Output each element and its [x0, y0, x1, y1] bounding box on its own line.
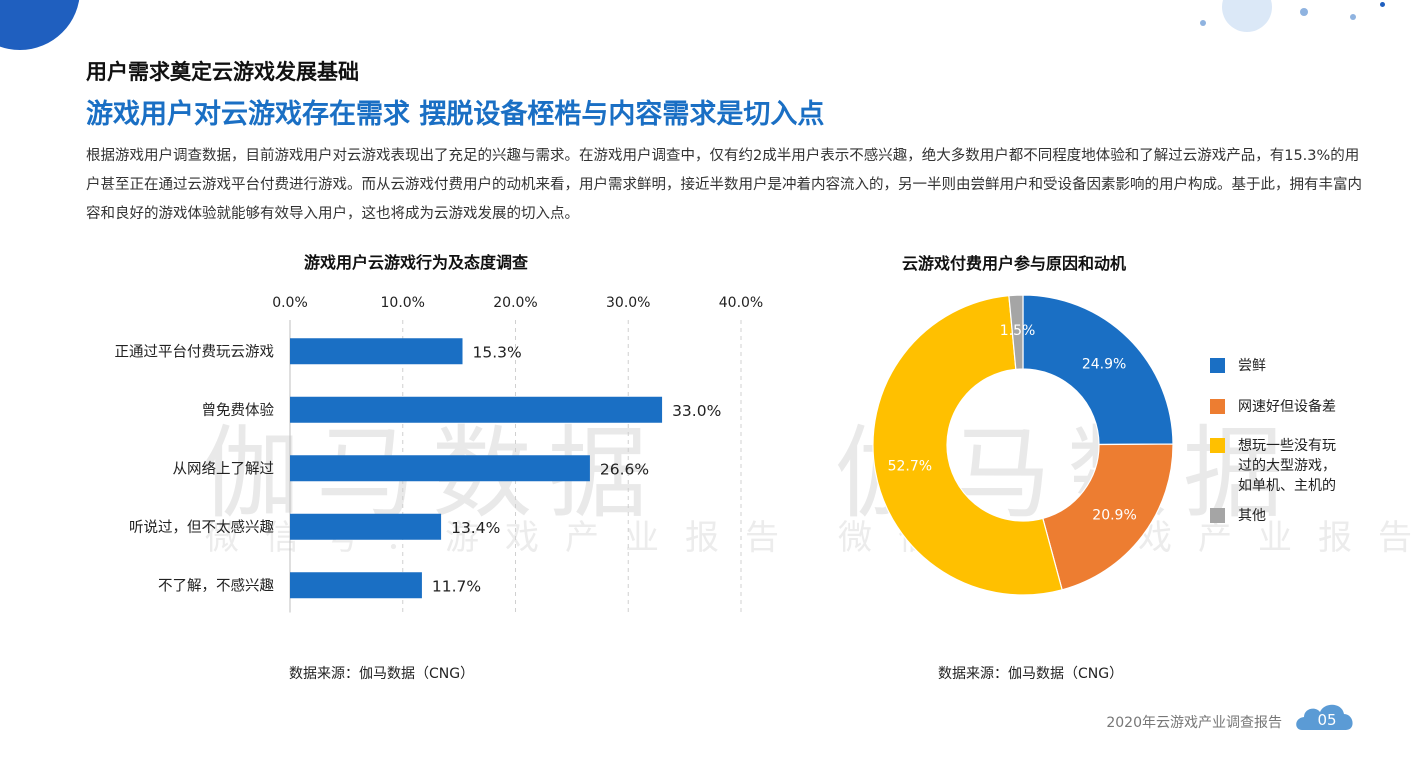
slice-value-label: 24.9%	[1082, 356, 1126, 372]
x-tick-label: 30.0%	[606, 295, 650, 311]
legend-label: 其他	[1238, 508, 1266, 524]
slice-value-label: 52.7%	[888, 458, 932, 474]
donut-slice	[1042, 443, 1174, 591]
dot-decoration	[1380, 2, 1385, 7]
bar-chart-title: 游戏用户云游戏行为及态度调查	[304, 253, 529, 272]
bar-value-label: 15.3%	[473, 343, 522, 361]
bubble-decoration	[1222, 0, 1272, 32]
legend-swatch	[1210, 508, 1225, 523]
legend-label: 想玩一些没有玩过的大型游戏，如单机、主机的	[1238, 438, 1336, 494]
donut-chart-title: 云游戏付费用户参与原因和动机	[902, 254, 1127, 273]
page-headline: 游戏用户对云游戏存在需求 摆脱设备桎梏与内容需求是切入点	[86, 99, 825, 130]
category-label: 从网络上了解过	[173, 460, 275, 477]
donut-chart-source: 数据来源：伽马数据（CNG）	[938, 666, 1124, 682]
legend-label: 网速好但设备差	[1238, 399, 1336, 415]
legend-swatch	[1210, 399, 1225, 414]
bar	[290, 513, 442, 540]
bar-value-label: 33.0%	[672, 402, 721, 420]
bar-chart-source: 数据来源：伽马数据（CNG）	[289, 666, 475, 682]
bar	[290, 396, 663, 423]
category-label: 听说过，但不太感兴趣	[129, 519, 274, 536]
bar	[290, 455, 590, 482]
category-label: 不了解，不感兴趣	[158, 577, 274, 594]
dot-decoration	[1200, 20, 1206, 26]
donut-slice	[1008, 294, 1024, 370]
bar	[290, 572, 422, 599]
bar	[290, 338, 463, 365]
x-tick-label: 40.0%	[719, 295, 763, 311]
donut-slice	[872, 295, 1063, 596]
dot-decoration	[1350, 14, 1356, 20]
legend-swatch	[1210, 438, 1225, 453]
x-tick-label: 10.0%	[381, 295, 425, 311]
x-tick-label: 0.0%	[272, 295, 308, 311]
slice-value-label: 1.5%	[1000, 323, 1036, 339]
corner-decoration	[0, 0, 80, 50]
page-number-cloud: 05	[1296, 704, 1353, 730]
donut-slice	[1022, 294, 1174, 446]
bar-chart: 0.0% 10.0% 20.0% 30.0% 40.0% 正通过平台付费玩云游戏 15.3%…	[115, 295, 763, 613]
bar-value-label: 26.6%	[600, 460, 649, 478]
x-tick-label: 20.0%	[493, 295, 537, 311]
category-label: 正通过平台付费玩云游戏	[115, 343, 275, 360]
legend-swatch	[1210, 358, 1225, 373]
slice-value-label: 20.9%	[1092, 508, 1136, 524]
donut-chart: 24.9% 20.9% 52.7% 1.5%	[872, 294, 1174, 596]
page-number: 05	[1317, 711, 1336, 729]
bar-value-label: 13.4%	[451, 519, 500, 537]
report-title: 2020年云游戏产业调查报告	[1106, 715, 1282, 731]
legend-label: 尝鲜	[1238, 358, 1266, 374]
bar-value-label: 11.7%	[432, 577, 481, 595]
section-kicker: 用户需求奠定云游戏发展基础	[86, 60, 359, 84]
body-paragraph: 根据游戏用户调查数据，目前游戏用户对云游戏表现出了充足的兴趣与需求。在游戏用户调…	[86, 148, 1362, 222]
dot-decoration	[1300, 8, 1308, 16]
category-label: 曾免费体验	[202, 402, 275, 419]
